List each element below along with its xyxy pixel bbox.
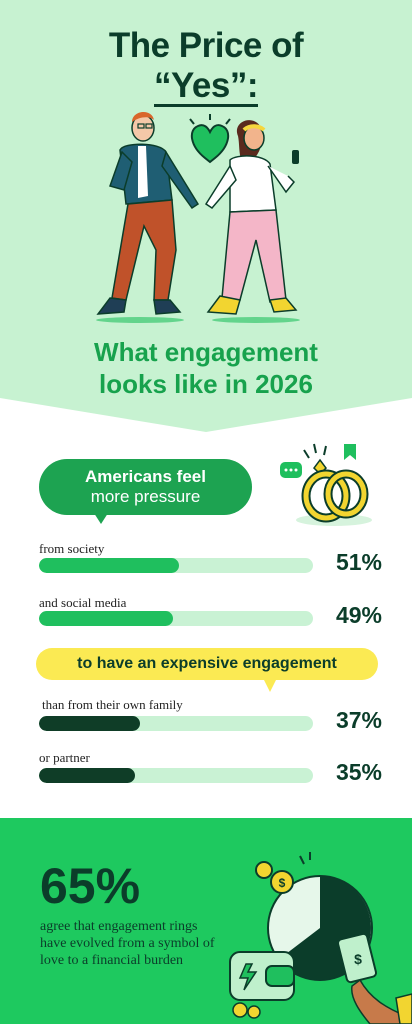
- pressure-heading-pill: Americans feel more pressure: [39, 459, 252, 515]
- stat-value-social-media: 49%: [335, 602, 382, 628]
- subtitle-line-1: What engagement: [94, 337, 318, 367]
- burden-value: 65%: [40, 858, 141, 914]
- woman-figure: [204, 120, 299, 315]
- stat-label-family: than from their own family: [42, 697, 183, 712]
- title-line-1: The Price of: [108, 26, 304, 65]
- title-line-2: “Yes”:: [154, 66, 259, 107]
- stat-value-family: 37%: [335, 707, 382, 733]
- burden-description: agree that engagement rings have evolved…: [40, 919, 215, 968]
- bar-track-partner: [39, 768, 313, 783]
- stat-label-partner: or partner: [39, 750, 90, 765]
- pressure-heading-bold: Americans feel: [85, 467, 206, 486]
- bar-fill-family: [39, 716, 141, 731]
- svg-text:$: $: [279, 876, 286, 890]
- bar-track-society: [39, 558, 313, 573]
- bar-fill-social-media: [39, 611, 174, 626]
- expensive-pill-tail: [262, 676, 278, 692]
- heart-icon: [189, 114, 231, 164]
- hero-section: [0, 0, 412, 432]
- pressure-pill-tail: [92, 510, 110, 524]
- page-title: The Price of “Yes”:: [0, 26, 412, 107]
- stat-value-society: 51%: [335, 549, 382, 575]
- stat-label-society: from society: [39, 541, 105, 556]
- bar-fill-partner: [39, 768, 135, 783]
- bar-track-social-media: [39, 611, 313, 626]
- bookmark-icon: [344, 444, 356, 460]
- chat-bubble-icon: [280, 462, 302, 478]
- bar-track-family: [39, 716, 313, 731]
- burden-section: 65% agree that engagement rings have evo…: [0, 818, 412, 1024]
- money-illustration: $ $: [229, 852, 412, 1024]
- svg-text:$: $: [354, 951, 362, 967]
- subtitle-line-2: looks like in 2026: [99, 369, 313, 399]
- hero-subtitle: What engagement looks like in 2026: [0, 336, 412, 400]
- couple-illustration: [96, 111, 300, 323]
- man-figure: [96, 111, 200, 315]
- stat-label-social-media: and social media: [39, 595, 127, 610]
- coin-icon: $: [255, 861, 294, 894]
- pressure-heading-light: more pressure: [90, 487, 201, 506]
- stat-value-partner: 35%: [335, 759, 382, 785]
- expensive-heading-pill: to have an expensive engagement: [36, 648, 378, 680]
- wallet-icon: [229, 951, 295, 1019]
- bar-fill-society: [39, 558, 179, 573]
- cash-icon: $: [336, 932, 412, 1024]
- rings-icon: [280, 443, 372, 526]
